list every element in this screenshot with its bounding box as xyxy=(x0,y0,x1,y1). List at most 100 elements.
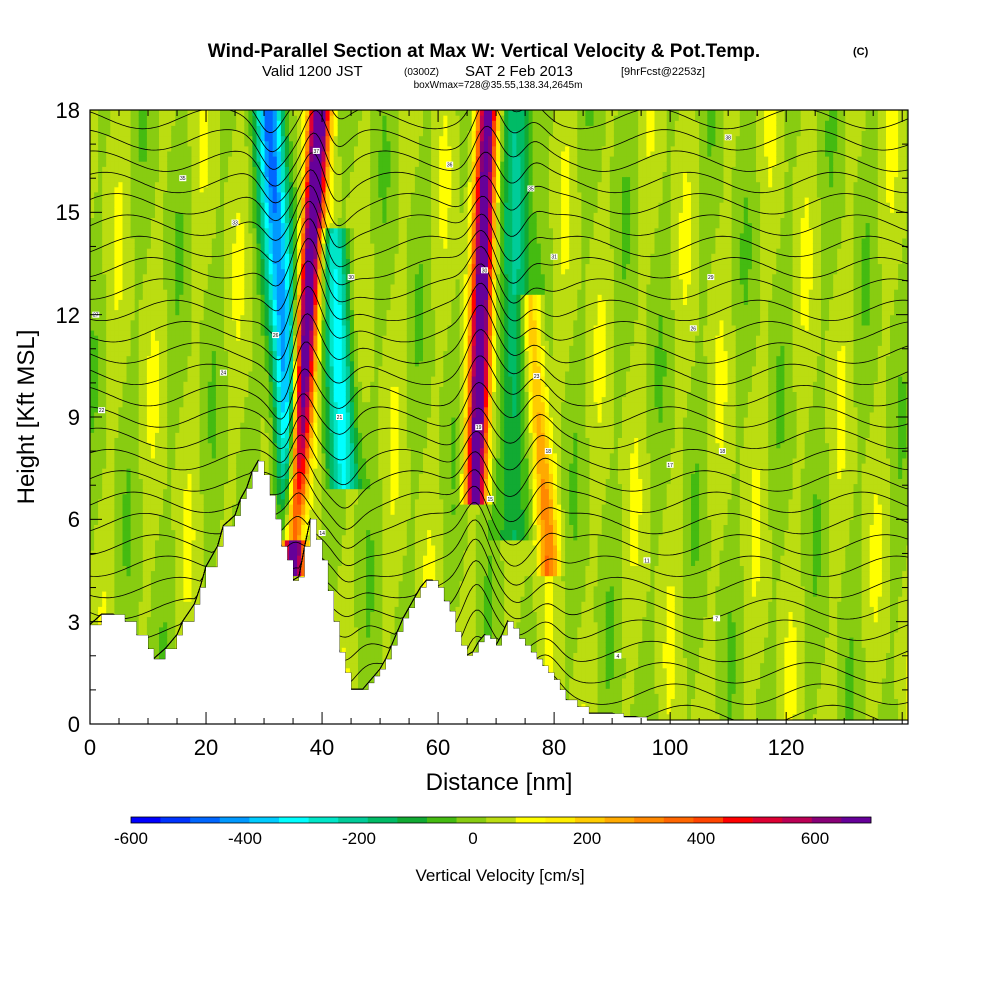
velocity-cell xyxy=(102,397,107,403)
velocity-cell xyxy=(155,504,160,510)
velocity-cell xyxy=(147,596,152,602)
velocity-cell xyxy=(143,171,148,177)
velocity-cell xyxy=(196,192,201,198)
velocity-cell xyxy=(224,397,229,403)
velocity-cell xyxy=(155,617,160,623)
velocity-cell xyxy=(98,422,103,428)
velocity-cell xyxy=(216,473,221,479)
velocity-cell xyxy=(139,115,144,121)
velocity-cell xyxy=(98,351,103,357)
velocity-cell xyxy=(240,217,245,223)
velocity-cell xyxy=(196,468,201,474)
velocity-cell xyxy=(200,519,205,525)
velocity-cell xyxy=(131,228,136,234)
velocity-cell xyxy=(188,611,193,617)
velocity-cell xyxy=(135,207,140,213)
velocity-cell xyxy=(155,647,160,653)
velocity-cell xyxy=(220,325,225,331)
velocity-cell xyxy=(208,443,213,449)
velocity-cell xyxy=(196,478,201,484)
velocity-cell xyxy=(208,371,213,377)
velocity-cell xyxy=(171,156,176,162)
velocity-cell xyxy=(171,530,176,536)
velocity-cell xyxy=(188,192,193,198)
velocity-cell xyxy=(167,473,172,479)
velocity-cell xyxy=(179,330,184,336)
velocity-cell xyxy=(151,289,156,295)
velocity-cell xyxy=(94,397,99,403)
velocity-cell xyxy=(228,202,233,208)
velocity-cell xyxy=(171,217,176,223)
velocity-cell xyxy=(135,269,140,275)
velocity-cell xyxy=(139,606,144,612)
velocity-cell xyxy=(110,463,115,469)
velocity-cell xyxy=(192,591,197,597)
velocity-cell xyxy=(131,524,136,530)
velocity-cell xyxy=(98,361,103,367)
velocity-cell xyxy=(139,596,144,602)
velocity-cell xyxy=(200,432,205,438)
velocity-cell xyxy=(106,120,111,126)
velocity-cell xyxy=(192,412,197,418)
velocity-cell xyxy=(90,381,95,387)
velocity-cell xyxy=(240,202,245,208)
velocity-cell xyxy=(163,586,168,592)
velocity-cell xyxy=(192,514,197,520)
velocity-cell xyxy=(123,504,128,510)
velocity-cell xyxy=(151,627,156,633)
velocity-cell xyxy=(175,233,180,239)
velocity-cell xyxy=(143,402,148,408)
velocity-cell xyxy=(171,586,176,592)
velocity-cell xyxy=(208,494,213,500)
velocity-cell xyxy=(151,110,156,116)
velocity-cell xyxy=(224,494,229,500)
velocity-cell xyxy=(159,448,164,454)
velocity-cell xyxy=(212,115,217,121)
velocity-cell xyxy=(216,289,221,295)
velocity-cell xyxy=(192,289,197,295)
velocity-cell xyxy=(196,289,201,295)
velocity-cell xyxy=(118,182,123,188)
velocity-cell xyxy=(200,228,205,234)
velocity-cell xyxy=(167,248,172,254)
velocity-cell xyxy=(216,269,221,275)
velocity-cell xyxy=(151,269,156,275)
velocity-cell xyxy=(183,325,188,331)
velocity-cell xyxy=(248,330,253,336)
velocity-cell xyxy=(163,519,168,525)
velocity-cell xyxy=(167,432,172,438)
velocity-cell xyxy=(224,340,229,346)
velocity-cell xyxy=(159,417,164,423)
velocity-cell xyxy=(200,243,205,249)
velocity-cell xyxy=(183,182,188,188)
velocity-cell xyxy=(90,478,95,484)
velocity-cell xyxy=(110,397,115,403)
velocity-cell xyxy=(106,565,111,571)
velocity-cell xyxy=(240,207,245,213)
velocity-cell xyxy=(114,243,119,249)
velocity-cell xyxy=(110,125,115,131)
velocity-cell xyxy=(240,397,245,403)
wind-parallel-section-chart: Wind-Parallel Section at Max W: Vertical… xyxy=(0,0,1000,1000)
velocity-cell xyxy=(151,182,156,188)
velocity-cell xyxy=(118,473,123,479)
velocity-cell xyxy=(216,197,221,203)
velocity-cell xyxy=(118,560,123,566)
velocity-cell xyxy=(200,473,205,479)
velocity-cell xyxy=(163,330,168,336)
velocity-cell xyxy=(232,310,237,316)
velocity-cell xyxy=(228,397,233,403)
velocity-cell xyxy=(155,545,160,551)
velocity-cell xyxy=(188,427,193,433)
velocity-cell xyxy=(118,596,123,602)
velocity-cell xyxy=(232,182,237,188)
velocity-cell xyxy=(147,345,152,351)
velocity-cell xyxy=(188,131,193,137)
velocity-cell xyxy=(204,125,209,131)
velocity-cell xyxy=(232,161,237,167)
velocity-cell xyxy=(147,591,152,597)
velocity-cell xyxy=(192,151,197,157)
velocity-cell xyxy=(196,581,201,587)
velocity-cell xyxy=(248,361,253,367)
velocity-cell xyxy=(106,325,111,331)
